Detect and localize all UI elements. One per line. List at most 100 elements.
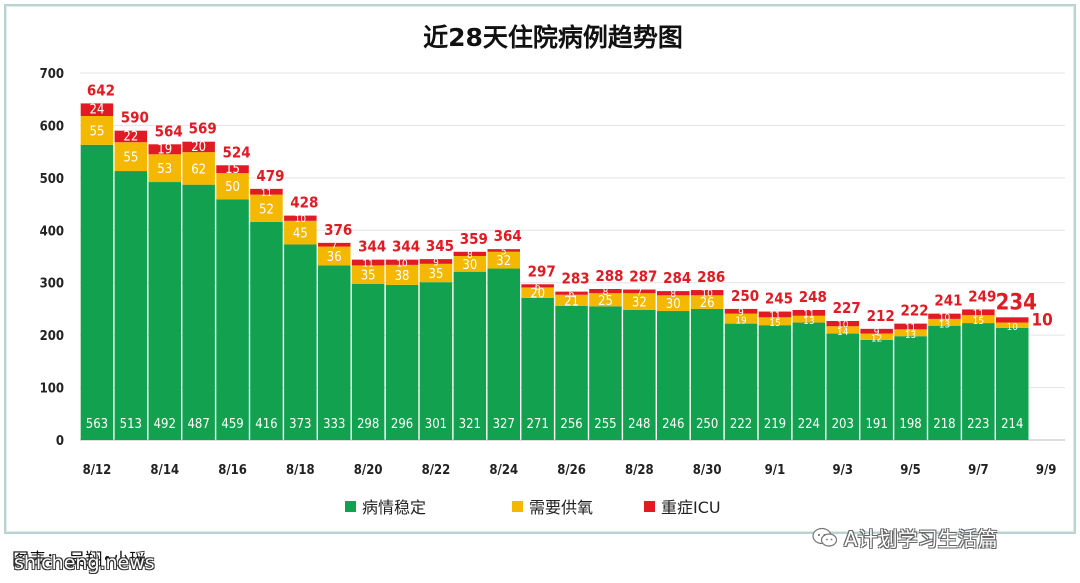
bar-segment-stable <box>724 323 758 440</box>
bar-segment-oxygen <box>487 251 520 269</box>
bar-segment-stable <box>894 336 927 440</box>
bar-segment-icu <box>555 291 588 295</box>
total-label: 345 <box>426 237 454 255</box>
bar-segment-icu <box>250 188 283 195</box>
bar-segment-icu <box>284 215 317 221</box>
bar-segment-oxygen <box>385 264 419 285</box>
y-tick-label: 0 <box>56 434 64 449</box>
total-label: 376 <box>324 221 352 239</box>
x-tick-label: 8/14 <box>150 463 179 478</box>
y-tick-label: 100 <box>40 382 64 397</box>
bar-segment-icu <box>182 141 215 153</box>
bar-segment-oxygen <box>962 315 995 324</box>
bar-segment-icu <box>623 289 656 294</box>
bar-segment-oxygen <box>690 295 724 309</box>
total-label: 344 <box>392 238 420 256</box>
bar-segment-oxygen <box>114 142 148 172</box>
data-label-oxygen: 13 <box>939 319 950 330</box>
bar-segment-icu <box>80 103 114 116</box>
x-tick-label: 8/20 <box>354 463 383 478</box>
data-label-icu: 8 <box>603 287 609 298</box>
data-label-oxygen: 38 <box>395 269 410 284</box>
bar-segment-oxygen <box>555 294 588 306</box>
bar-segment-icu <box>114 130 148 143</box>
total-label: 241 <box>934 292 962 310</box>
data-label-stable: 218 <box>933 417 955 432</box>
bar-segment-stable <box>216 199 249 440</box>
x-axis: 8/12 8/14 8/16 8/18 8/20 8/22 8/24 8/26 8/28 8/30… <box>83 463 1057 478</box>
bar-segment-icu <box>657 291 690 296</box>
data-label-icu: 7 <box>331 241 337 252</box>
bar-segment-icu <box>996 317 1029 323</box>
bar-segment-stable <box>826 333 859 440</box>
x-tick-label: 8/30 <box>693 463 722 478</box>
site-watermark: shicheng.news <box>14 552 155 574</box>
data-label-oxygen: 13 <box>803 316 814 327</box>
data-label-icu: 11 <box>803 309 814 320</box>
total-label: 284 <box>663 269 691 287</box>
total-label: 364 <box>494 227 522 245</box>
y-axis: 0 100 200 300 400 500 600 700 <box>40 67 64 449</box>
x-tick-label: 9/5 <box>900 463 921 478</box>
data-label-stable: 296 <box>391 417 413 432</box>
bar-segment-stable <box>962 323 995 440</box>
bar-segment-stable <box>589 306 622 440</box>
data-label-stable: 563 <box>86 417 108 432</box>
bar-segment-oxygen <box>792 315 826 323</box>
total-label: 283 <box>561 270 589 288</box>
x-tick-label: 8/28 <box>625 463 654 478</box>
data-label-oxygen: 53 <box>157 162 172 177</box>
y-tick-label: 200 <box>40 329 64 344</box>
icu-label-highlight: 10 <box>1032 311 1053 331</box>
bar-segment-oxygen <box>521 287 554 298</box>
data-label-oxygen: 13 <box>905 330 916 341</box>
bar-segment-icu <box>724 308 758 314</box>
bar-segment-stable <box>860 339 893 440</box>
data-label-icu: 22 <box>123 129 138 144</box>
data-label-icu: 11 <box>769 310 780 321</box>
data-label-oxygen: 55 <box>123 151 138 166</box>
data-label-icu: 10 <box>295 214 307 225</box>
total-label: 249 <box>968 287 996 305</box>
total-label: 288 <box>595 267 623 285</box>
bar-segment-oxygen <box>453 255 487 272</box>
data-label-stable: 246 <box>662 417 684 432</box>
data-label-oxygen: 52 <box>259 202 274 217</box>
data-label-oxygen: 30 <box>666 297 681 312</box>
bar-segment-icu <box>758 311 792 318</box>
bar-segment-oxygen <box>80 115 114 145</box>
data-label-oxygen: 15 <box>973 316 984 327</box>
data-label-oxygen: 25 <box>598 294 613 309</box>
total-label: 245 <box>765 290 793 308</box>
total-label: 590 <box>121 109 149 127</box>
bar-segment-oxygen <box>758 317 792 326</box>
bar-segment-icu <box>487 249 520 252</box>
data-label-oxygen: 45 <box>293 227 308 242</box>
total-label: 222 <box>900 302 928 320</box>
bar-segment-oxygen <box>351 265 385 284</box>
data-label-stable: 219 <box>764 417 786 432</box>
x-tick-label: 8/26 <box>557 463 586 478</box>
data-label-stable: 222 <box>730 417 752 432</box>
total-label: 227 <box>833 299 861 317</box>
data-label-stable: 248 <box>628 417 650 432</box>
data-label-icu: 19 <box>157 142 172 157</box>
bar-segment-oxygen <box>182 152 215 185</box>
total-label: 428 <box>290 194 318 212</box>
bar-segment-stable <box>487 268 520 440</box>
bar-segment-icu <box>351 259 385 266</box>
data-label-stable: 250 <box>696 417 718 432</box>
total-label: 287 <box>629 268 657 286</box>
data-label-oxygen: 32 <box>496 254 511 269</box>
bar-segment-oxygen <box>589 293 622 307</box>
x-tick-label: 8/22 <box>422 463 451 478</box>
bar-segment-stable <box>182 184 215 440</box>
bar-segment-oxygen <box>318 246 351 266</box>
bar-segment-oxygen <box>928 318 961 326</box>
bar-segment-stable <box>758 325 792 440</box>
data-label-icu: 8 <box>670 289 676 300</box>
y-tick-label: 600 <box>40 119 64 134</box>
bar-segment-icu <box>928 313 961 319</box>
data-label-icu: 11 <box>973 308 984 319</box>
y-tick-label: 400 <box>40 224 64 239</box>
